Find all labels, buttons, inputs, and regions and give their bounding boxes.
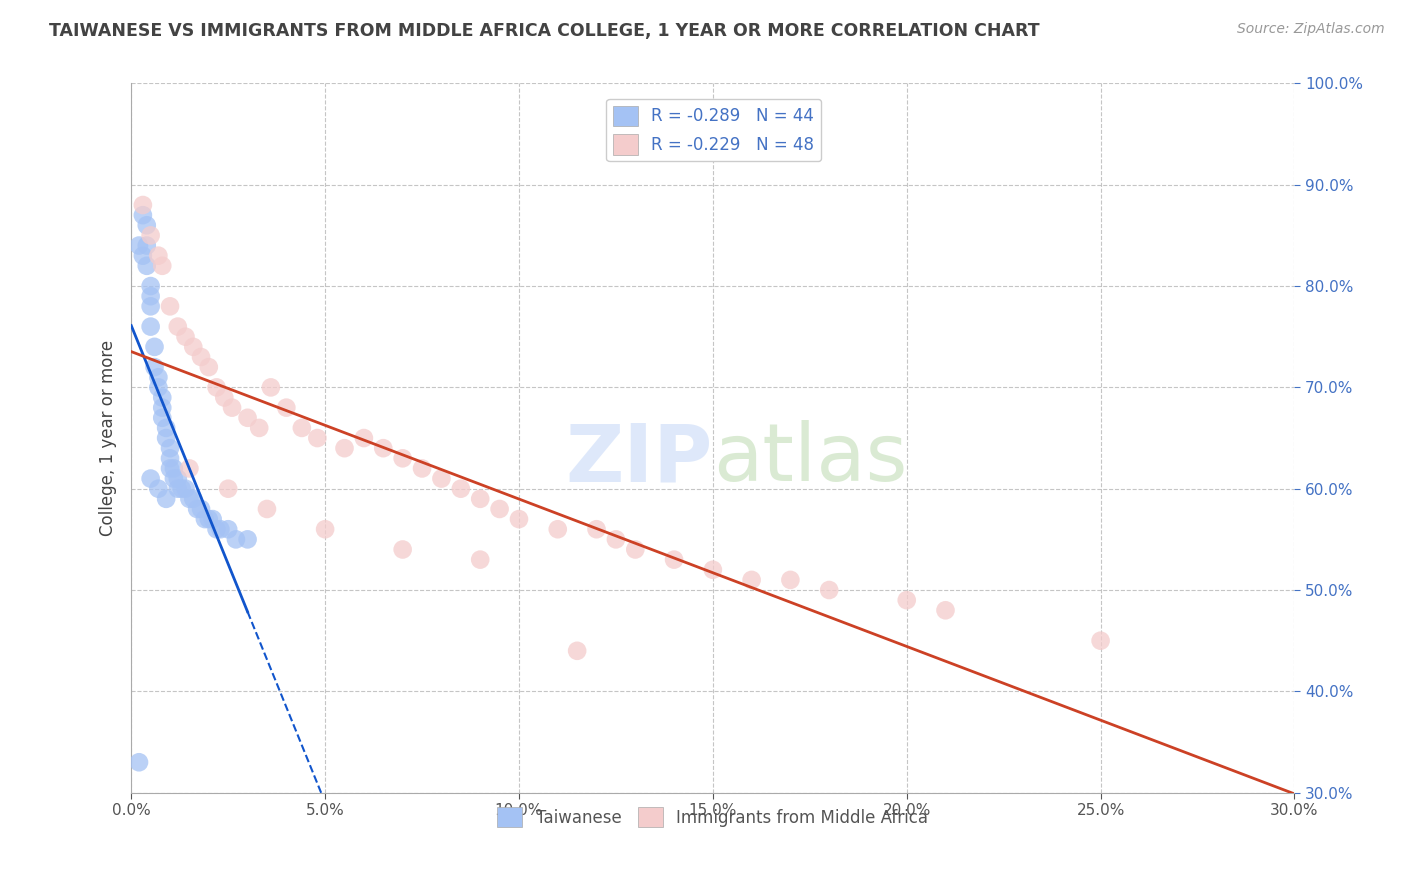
Point: [150, 391, 173, 405]
Point: [221, 401, 243, 415]
Point: [450, 482, 472, 496]
Point: [150, 410, 173, 425]
Point: [236, 533, 259, 547]
Text: TAIWANESE VS IMMIGRANTS FROM MIDDLE AFRICA COLLEGE, 1 YEAR OR MORE CORRELATION C: TAIWANESE VS IMMIGRANTS FROM MIDDLE AFRI…: [49, 22, 1040, 40]
Point: [135, 259, 157, 273]
Point: [139, 279, 162, 293]
Point: [155, 431, 177, 445]
Point: [353, 431, 375, 445]
Point: [159, 451, 181, 466]
Point: [236, 410, 259, 425]
Point: [585, 522, 607, 536]
Point: [247, 421, 270, 435]
Point: [214, 391, 236, 405]
Point: [276, 401, 298, 415]
Point: [190, 350, 212, 364]
Point: [391, 542, 413, 557]
Point: [132, 249, 155, 263]
Point: [143, 360, 166, 375]
Point: [333, 441, 356, 455]
Point: [411, 461, 433, 475]
Point: [260, 380, 283, 394]
Point: [186, 502, 208, 516]
Point: [135, 219, 157, 233]
Point: [181, 491, 204, 506]
Point: [132, 208, 155, 222]
Point: [470, 491, 492, 506]
Point: [624, 542, 647, 557]
Point: [190, 502, 212, 516]
Point: [139, 472, 162, 486]
Point: [179, 491, 201, 506]
Point: [166, 319, 188, 334]
Point: [179, 461, 201, 475]
Point: [150, 259, 173, 273]
Point: [896, 593, 918, 607]
Point: [148, 370, 170, 384]
Legend: Taiwanese, Immigrants from Middle Africa: Taiwanese, Immigrants from Middle Africa: [491, 800, 935, 834]
Point: [1090, 633, 1112, 648]
Point: [430, 472, 453, 486]
Point: [150, 401, 173, 415]
Point: [155, 491, 177, 506]
Point: [148, 380, 170, 394]
Point: [702, 563, 724, 577]
Point: [225, 533, 247, 547]
Point: [662, 552, 685, 566]
Point: [163, 472, 186, 486]
Point: [779, 573, 801, 587]
Point: [217, 482, 239, 496]
Point: [256, 502, 278, 516]
Point: [143, 340, 166, 354]
Point: [741, 573, 763, 587]
Text: atlas: atlas: [713, 420, 907, 499]
Point: [139, 319, 162, 334]
Text: Source: ZipAtlas.com: Source: ZipAtlas.com: [1237, 22, 1385, 37]
Point: [166, 482, 188, 496]
Point: [547, 522, 569, 536]
Point: [174, 330, 197, 344]
Point: [148, 249, 170, 263]
Point: [198, 360, 221, 375]
Point: [194, 512, 217, 526]
Point: [291, 421, 314, 435]
Point: [139, 289, 162, 303]
Point: [314, 522, 336, 536]
Point: [128, 238, 150, 252]
Point: [373, 441, 395, 455]
Point: [488, 502, 510, 516]
Point: [818, 582, 841, 597]
Point: [565, 644, 588, 658]
Point: [198, 512, 221, 526]
Point: [159, 461, 181, 475]
Point: [163, 461, 186, 475]
Point: [155, 421, 177, 435]
Point: [139, 228, 162, 243]
Point: [128, 756, 150, 770]
Point: [209, 522, 232, 536]
Point: [605, 533, 627, 547]
Text: ZIP: ZIP: [565, 420, 713, 499]
Point: [132, 198, 155, 212]
Y-axis label: College, 1 year or more: College, 1 year or more: [100, 340, 117, 536]
Point: [181, 340, 204, 354]
Point: [159, 441, 181, 455]
Point: [508, 512, 530, 526]
Point: [166, 472, 188, 486]
Point: [934, 603, 956, 617]
Point: [170, 482, 193, 496]
Point: [205, 380, 228, 394]
Point: [174, 482, 197, 496]
Point: [205, 522, 228, 536]
Point: [139, 299, 162, 313]
Point: [148, 482, 170, 496]
Point: [159, 299, 181, 313]
Point: [201, 512, 224, 526]
Point: [217, 522, 239, 536]
Point: [470, 552, 492, 566]
Point: [391, 451, 413, 466]
Point: [135, 238, 157, 252]
Point: [307, 431, 329, 445]
